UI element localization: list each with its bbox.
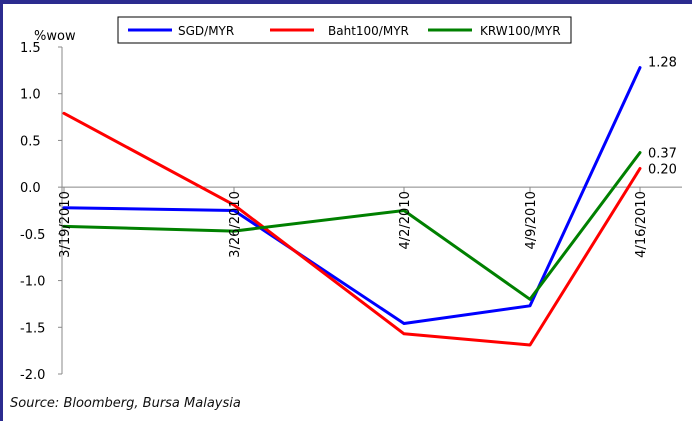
x-category-label: 4/16/2010 bbox=[634, 191, 649, 258]
y-tick-label: -1.5 bbox=[20, 321, 45, 336]
series-line-baht100-myr bbox=[62, 111, 642, 347]
left-border-bar bbox=[0, 0, 3, 421]
x-category-label: 3/26/2010 bbox=[228, 191, 243, 258]
legend-box bbox=[117, 16, 572, 44]
source-note: Source: Bloomberg, Bursa Malaysia bbox=[10, 396, 241, 411]
y-tick-label: -1.0 bbox=[20, 275, 45, 290]
y-tick-label: 0.0 bbox=[20, 181, 41, 196]
series-layer bbox=[62, 66, 642, 347]
y-tick-label: 1.5 bbox=[20, 41, 41, 56]
legend: SGD/MYR Baht100/MYR KRW100/MYR bbox=[117, 16, 572, 44]
series-line-krw100-myr bbox=[62, 151, 642, 301]
y-tick-label: -0.5 bbox=[20, 228, 45, 243]
x-category-label: 4/2/2010 bbox=[398, 191, 413, 249]
legend-entry-label: Baht100/MYR bbox=[328, 24, 409, 38]
series-line-sgd-myr bbox=[62, 66, 642, 325]
top-border-bar bbox=[0, 0, 692, 4]
legend-entry-label: SGD/MYR bbox=[178, 24, 234, 38]
labels-layer: 1.5 1.0 0.5 0.0 -0.5 -1.0 -1.5 -2.0 3/19/2010 3/2… bbox=[20, 29, 677, 383]
end-value-label: 1.28 bbox=[648, 56, 677, 71]
legend-entry-label: KRW100/MYR bbox=[480, 24, 561, 38]
y-tick-label: -2.0 bbox=[20, 368, 45, 383]
axes-layer bbox=[58, 46, 682, 375]
y-tick-label: 0.5 bbox=[20, 134, 41, 149]
x-category-label: 3/19/2010 bbox=[58, 191, 73, 258]
y-tick-label: 1.0 bbox=[20, 88, 41, 103]
x-category-label: 4/9/2010 bbox=[524, 191, 539, 249]
end-value-label: 0.37 bbox=[648, 147, 677, 162]
y-axis-title: %wow bbox=[34, 29, 76, 44]
end-value-label: 0.20 bbox=[648, 162, 677, 177]
